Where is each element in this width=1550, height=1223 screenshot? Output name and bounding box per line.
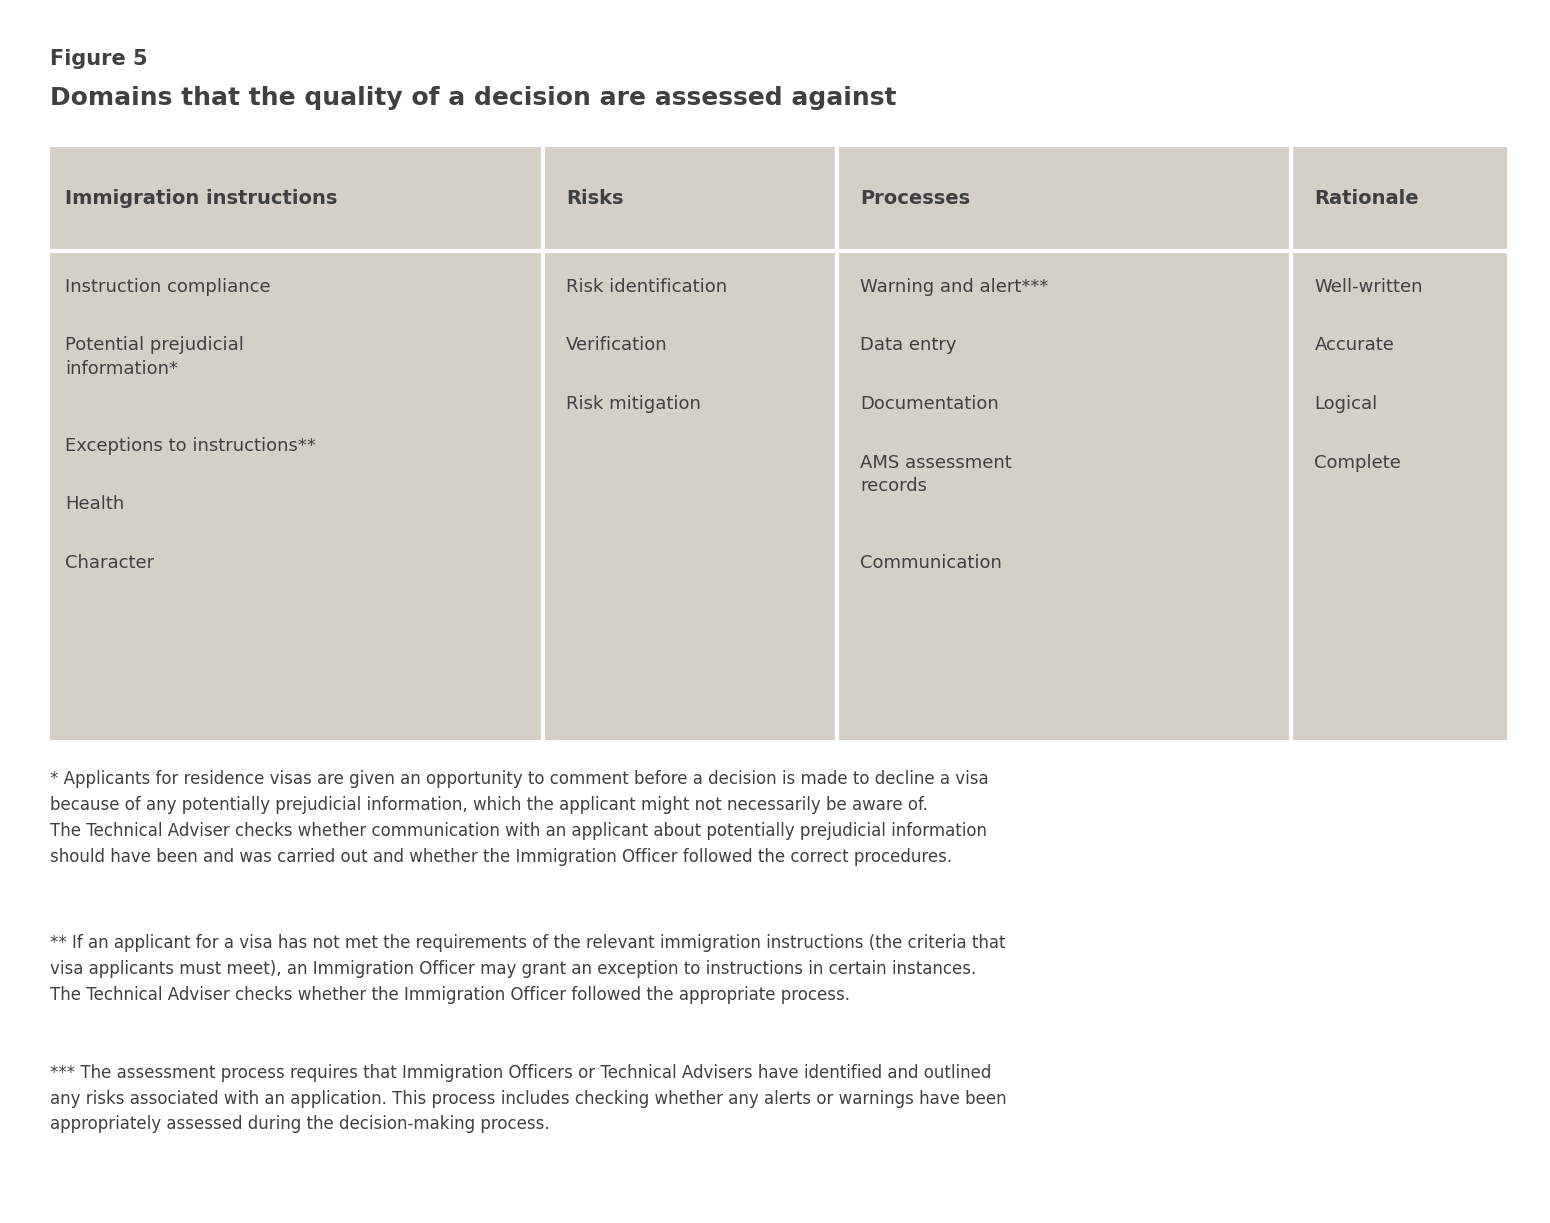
Text: Risk mitigation: Risk mitigation <box>566 395 701 413</box>
Text: Verification: Verification <box>566 336 668 355</box>
Text: AMS assessment
records: AMS assessment records <box>860 454 1012 495</box>
Text: Logical: Logical <box>1314 395 1378 413</box>
Text: Risk identification: Risk identification <box>566 278 727 296</box>
Text: Processes: Processes <box>860 190 970 208</box>
Text: Exceptions to instructions**: Exceptions to instructions** <box>65 437 316 455</box>
Text: Communication: Communication <box>860 554 1003 572</box>
Text: Well-written: Well-written <box>1314 278 1423 296</box>
Text: Accurate: Accurate <box>1314 336 1395 355</box>
Text: Risks: Risks <box>566 190 623 208</box>
Text: Data entry: Data entry <box>860 336 956 355</box>
Text: Immigration instructions: Immigration instructions <box>65 190 338 208</box>
Text: Rationale: Rationale <box>1314 190 1418 208</box>
Text: Domains that the quality of a decision are assessed against: Domains that the quality of a decision a… <box>50 86 896 110</box>
Text: Potential prejudicial
information*: Potential prejudicial information* <box>65 336 243 378</box>
Text: *** The assessment process requires that Immigration Officers or Technical Advis: *** The assessment process requires that… <box>50 1064 1006 1134</box>
Bar <box>50 147 1507 740</box>
Text: Character: Character <box>65 554 155 572</box>
Text: * Applicants for residence visas are given an opportunity to comment before a de: * Applicants for residence visas are giv… <box>50 770 989 866</box>
Text: Figure 5: Figure 5 <box>50 49 147 68</box>
Text: Health: Health <box>65 495 124 514</box>
Text: Instruction compliance: Instruction compliance <box>65 278 271 296</box>
Text: Documentation: Documentation <box>860 395 1000 413</box>
Text: Warning and alert***: Warning and alert*** <box>860 278 1049 296</box>
Text: ** If an applicant for a visa has not met the requirements of the relevant immig: ** If an applicant for a visa has not me… <box>50 934 1004 1004</box>
Text: Complete: Complete <box>1314 454 1401 472</box>
